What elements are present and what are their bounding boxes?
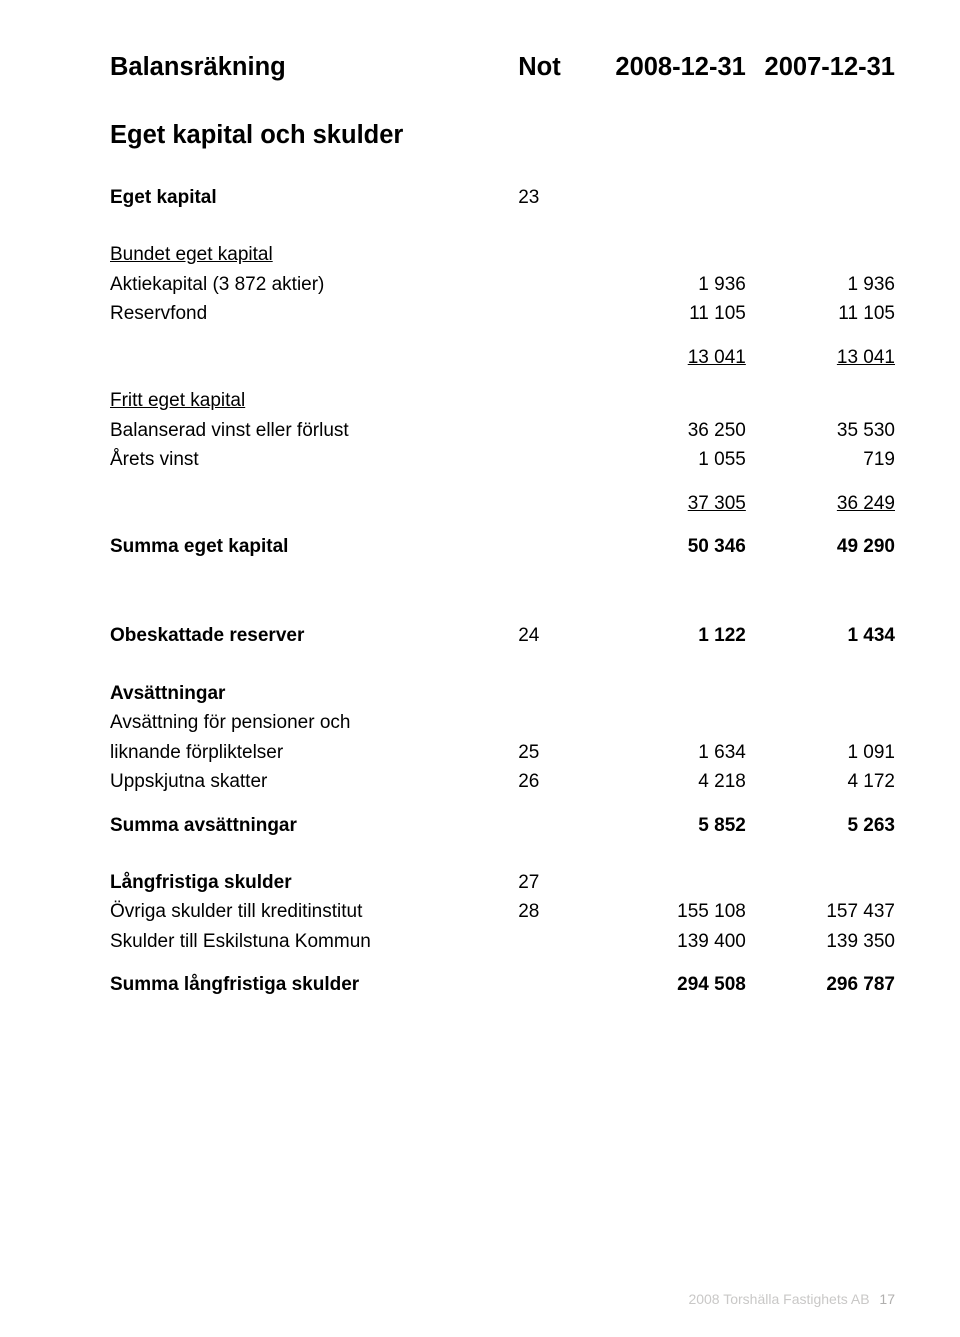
not: 24 bbox=[518, 621, 597, 650]
col-header-2007: 2007-12-31 bbox=[746, 48, 895, 88]
not: 23 bbox=[518, 183, 597, 212]
val-2007: 4 172 bbox=[746, 767, 895, 796]
row-summa-avsattningar: Summa avsättningar 5 852 5 263 bbox=[110, 811, 895, 840]
label: liknande förpliktelser bbox=[110, 738, 518, 767]
row-uppskjutna: Uppskjutna skatter 26 4 218 4 172 bbox=[110, 767, 895, 796]
label: Aktiekapital (3 872 aktier) bbox=[110, 270, 518, 299]
not: 26 bbox=[518, 767, 597, 796]
label: Eget kapital bbox=[110, 183, 518, 212]
val-2007: 11 105 bbox=[746, 299, 895, 328]
label: Obeskattade reserver bbox=[110, 621, 518, 650]
row-eget-kapital: Eget kapital 23 bbox=[110, 183, 895, 212]
val-2007: 13 041 bbox=[837, 347, 895, 368]
label: Reservfond bbox=[110, 299, 518, 328]
val-2007: 1 936 bbox=[746, 270, 895, 299]
page-title: Balansräkning bbox=[110, 48, 518, 88]
label: Summa långfristiga skulder bbox=[110, 970, 518, 999]
val-2007: 35 530 bbox=[746, 416, 895, 445]
not: 27 bbox=[518, 868, 597, 897]
row-fritt-heading: Fritt eget kapital bbox=[110, 386, 895, 415]
footer-text: 2008 Torshälla Fastighets AB bbox=[688, 1291, 869, 1307]
label: Avsättningar bbox=[110, 679, 895, 708]
val-2007: 719 bbox=[746, 445, 895, 474]
val-2008: 155 108 bbox=[597, 897, 746, 926]
val-2008: 1 055 bbox=[597, 445, 746, 474]
val-2008: 4 218 bbox=[597, 767, 746, 796]
label: Uppskjutna skatter bbox=[110, 767, 518, 796]
header-row: Balansräkning Not 2008-12-31 2007-12-31 bbox=[110, 48, 895, 88]
row-subtotal-bundet: 13 041 13 041 bbox=[110, 343, 895, 372]
balance-sheet-table: Balansräkning Not 2008-12-31 2007-12-31 … bbox=[110, 48, 895, 1000]
val-2007: 296 787 bbox=[746, 970, 895, 999]
section-heading: Eget kapital och skulder bbox=[110, 121, 403, 149]
label: Balanserad vinst eller förlust bbox=[110, 416, 518, 445]
val-2007: 5 263 bbox=[746, 811, 895, 840]
val-2008: 139 400 bbox=[597, 927, 746, 956]
val-2008: 11 105 bbox=[597, 299, 746, 328]
val-2007: 157 437 bbox=[746, 897, 895, 926]
val-2007: 1 091 bbox=[746, 738, 895, 767]
label: Årets vinst bbox=[110, 445, 518, 474]
row-avsattningar-heading: Avsättningar bbox=[110, 679, 895, 708]
val-2008: 294 508 bbox=[597, 970, 746, 999]
row-reservfond: Reservfond 11 105 11 105 bbox=[110, 299, 895, 328]
col-header-2008: 2008-12-31 bbox=[597, 48, 746, 88]
row-balanserad: Balanserad vinst eller förlust 36 250 35… bbox=[110, 416, 895, 445]
val-2008: 50 346 bbox=[597, 532, 746, 561]
row-skulder-eskilstuna: Skulder till Eskilstuna Kommun 139 400 1… bbox=[110, 927, 895, 956]
row-summa-langfristiga: Summa långfristiga skulder 294 508 296 7… bbox=[110, 970, 895, 999]
val-2008: 13 041 bbox=[688, 347, 746, 368]
subheading: Bundet eget kapital bbox=[110, 244, 273, 265]
val-2007: 49 290 bbox=[746, 532, 895, 561]
subheading: Fritt eget kapital bbox=[110, 390, 245, 411]
row-avsattning-l1: Avsättning för pensioner och bbox=[110, 708, 895, 737]
row-aktiekapital: Aktiekapital (3 872 aktier) 1 936 1 936 bbox=[110, 270, 895, 299]
val-2008: 37 305 bbox=[688, 493, 746, 514]
page-footer: 2008 Torshälla Fastighets AB 17 bbox=[688, 1291, 895, 1307]
label: Summa eget kapital bbox=[110, 532, 518, 561]
not: 25 bbox=[518, 738, 597, 767]
val-2007: 139 350 bbox=[746, 927, 895, 956]
val-2008: 1 936 bbox=[597, 270, 746, 299]
not: 28 bbox=[518, 897, 597, 926]
val-2007: 36 249 bbox=[837, 493, 895, 514]
section-eget-kapital-och-skulder: Eget kapital och skulder bbox=[110, 116, 895, 156]
label: Långfristiga skulder bbox=[110, 868, 518, 897]
row-langfristiga-heading: Långfristiga skulder 27 bbox=[110, 868, 895, 897]
val-2008: 1 634 bbox=[597, 738, 746, 767]
label: Skulder till Eskilstuna Kommun bbox=[110, 927, 518, 956]
row-bundet-heading: Bundet eget kapital bbox=[110, 240, 895, 269]
val-2008: 5 852 bbox=[597, 811, 746, 840]
col-header-not: Not bbox=[518, 48, 597, 88]
label: Summa avsättningar bbox=[110, 811, 518, 840]
row-ovriga-skulder: Övriga skulder till kreditinstitut 28 15… bbox=[110, 897, 895, 926]
page-number: 17 bbox=[879, 1291, 895, 1307]
row-obeskattade: Obeskattade reserver 24 1 122 1 434 bbox=[110, 621, 895, 650]
val-2007: 1 434 bbox=[746, 621, 895, 650]
label: Avsättning för pensioner och bbox=[110, 708, 895, 737]
val-2008: 1 122 bbox=[597, 621, 746, 650]
row-subtotal-fritt: 37 305 36 249 bbox=[110, 489, 895, 518]
row-arets-vinst: Årets vinst 1 055 719 bbox=[110, 445, 895, 474]
val-2008: 36 250 bbox=[597, 416, 746, 445]
row-summa-eget-kapital: Summa eget kapital 50 346 49 290 bbox=[110, 532, 895, 561]
label: Övriga skulder till kreditinstitut bbox=[110, 897, 518, 926]
row-avsattning-l2: liknande förpliktelser 25 1 634 1 091 bbox=[110, 738, 895, 767]
